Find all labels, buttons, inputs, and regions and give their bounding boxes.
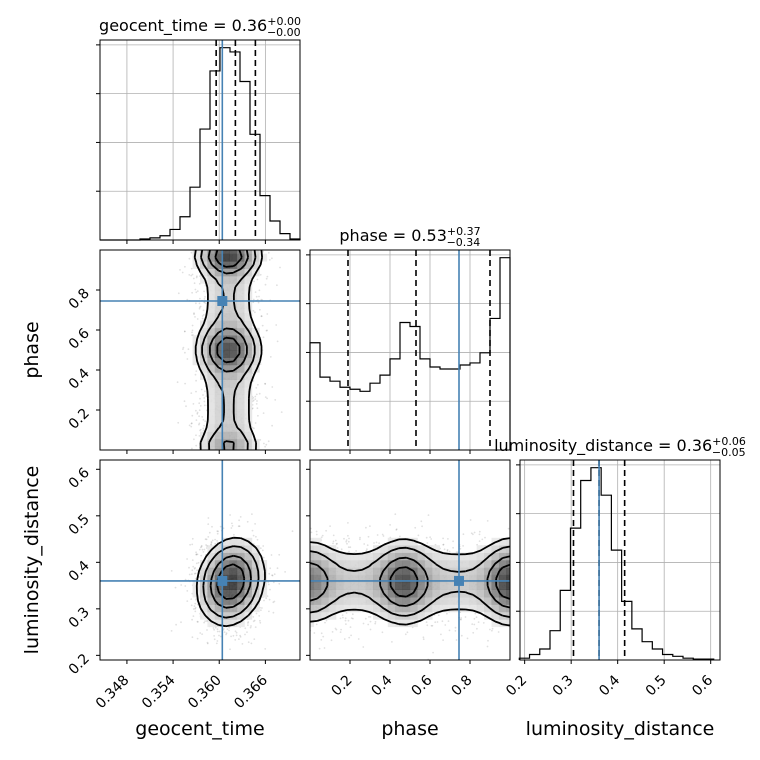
xtick-label-phase-0.4: 0.4 bbox=[369, 672, 396, 699]
ytick-label-luminosity-distance-0.5: 0.5 bbox=[66, 511, 93, 538]
xtick-label-geocent-time-0.360: 0.360 bbox=[185, 672, 225, 712]
contour-luminosity-distance-vs-phase-1 bbox=[310, 545, 510, 618]
xtick-label-phase-0.2: 0.2 bbox=[329, 672, 356, 699]
contour-phase-vs-geocent-time-1 bbox=[200, 250, 257, 450]
ytick-label-luminosity-distance-0.4: 0.4 bbox=[66, 558, 93, 585]
ytick-label-luminosity-distance-0.3: 0.3 bbox=[66, 604, 93, 631]
xtick-label-luminosity-distance-0.5: 0.5 bbox=[643, 672, 670, 699]
xtick-label-geocent-time-0.348: 0.348 bbox=[93, 672, 133, 712]
title-luminosity-distance: luminosity_distance = 0.36+0.06 −0.05 bbox=[494, 435, 746, 459]
truth-marker-phase-vs-geocent-time bbox=[217, 296, 228, 306]
xtick-label-phase-0.8: 0.8 bbox=[449, 672, 476, 699]
contour-phase-vs-geocent-time-0 bbox=[193, 250, 263, 450]
contour-luminosity-distance-vs-phase-0 bbox=[310, 537, 510, 627]
histogram-panel-luminosity-distance: 0.2 0.3 0.4 0.5 0.6 bbox=[503, 459, 721, 699]
contour-luminosity-distance-vs-phase-2 bbox=[310, 555, 510, 609]
xtick-label-luminosity-distance-0.6: 0.6 bbox=[689, 672, 716, 699]
ylabel-phase: phase bbox=[21, 321, 43, 378]
density-panel-distance-vs-phase: 0.2 0.4 0.6 0.8 bbox=[306, 459, 511, 699]
ytick-label-phase-0.6: 0.6 bbox=[66, 325, 93, 352]
xtick-label-luminosity-distance-0.4: 0.4 bbox=[596, 672, 623, 699]
xtick-label-geocent-time-0.366: 0.366 bbox=[231, 672, 271, 712]
xtick-label-phase-0.6: 0.6 bbox=[409, 672, 436, 699]
ytick-label-phase-0.2: 0.2 bbox=[66, 406, 93, 433]
ytick-label-luminosity-distance-0.2: 0.2 bbox=[66, 651, 93, 678]
histogram-phase bbox=[309, 257, 511, 450]
title-phase: phase = 0.53+0.37 −0.34 bbox=[339, 225, 480, 249]
ytick-label-phase-0.8: 0.8 bbox=[66, 286, 93, 313]
xlabel-geocent-time: geocent_time bbox=[135, 718, 264, 740]
density-panel-phase-vs-geocent-time: 0.2 0.4 0.6 0.8 bbox=[66, 249, 301, 454]
xtick-label-luminosity-distance-0.3: 0.3 bbox=[550, 672, 577, 699]
contour-phase-vs-geocent-time-2 bbox=[207, 250, 250, 450]
xlabel-phase: phase bbox=[381, 718, 438, 740]
histogram-panel-phase bbox=[306, 249, 511, 454]
histogram-panel-geocent-time bbox=[96, 39, 301, 244]
ytick-label-luminosity-distance-0.6: 0.6 bbox=[66, 465, 93, 492]
histogram-luminosity-distance bbox=[518, 467, 715, 660]
truth-marker-luminosity-distance-vs-geocent-time bbox=[217, 575, 228, 586]
contour-luminosity-distance-vs-geocent-time-0 bbox=[195, 536, 266, 628]
histogram-geocent-time bbox=[100, 47, 301, 241]
xtick-label-geocent-time-0.354: 0.354 bbox=[139, 672, 179, 712]
ylabel-luminosity-distance: luminosity_distance bbox=[21, 466, 43, 655]
contour-luminosity-distance-vs-geocent-time-1 bbox=[202, 545, 260, 619]
contour-phase-vs-geocent-time-3 bbox=[214, 250, 243, 364]
density-panel-distance-vs-geocent-time: 0.348 0.354 0.360 0.366 0.2 0.3 0.4 0.5 0.6 bbox=[66, 459, 301, 712]
contour-luminosity-distance-vs-phase-3 bbox=[389, 563, 510, 600]
xtick-label-luminosity-distance-0.2: 0.2 bbox=[503, 672, 530, 699]
title-geocent-time: geocent_time = 0.36+0.00 −0.00 bbox=[99, 15, 301, 39]
xlabel-luminosity-distance: luminosity_distance bbox=[526, 718, 715, 740]
ytick-label-phase-0.4: 0.4 bbox=[66, 365, 93, 392]
truth-marker-luminosity-distance-vs-phase bbox=[454, 575, 464, 586]
